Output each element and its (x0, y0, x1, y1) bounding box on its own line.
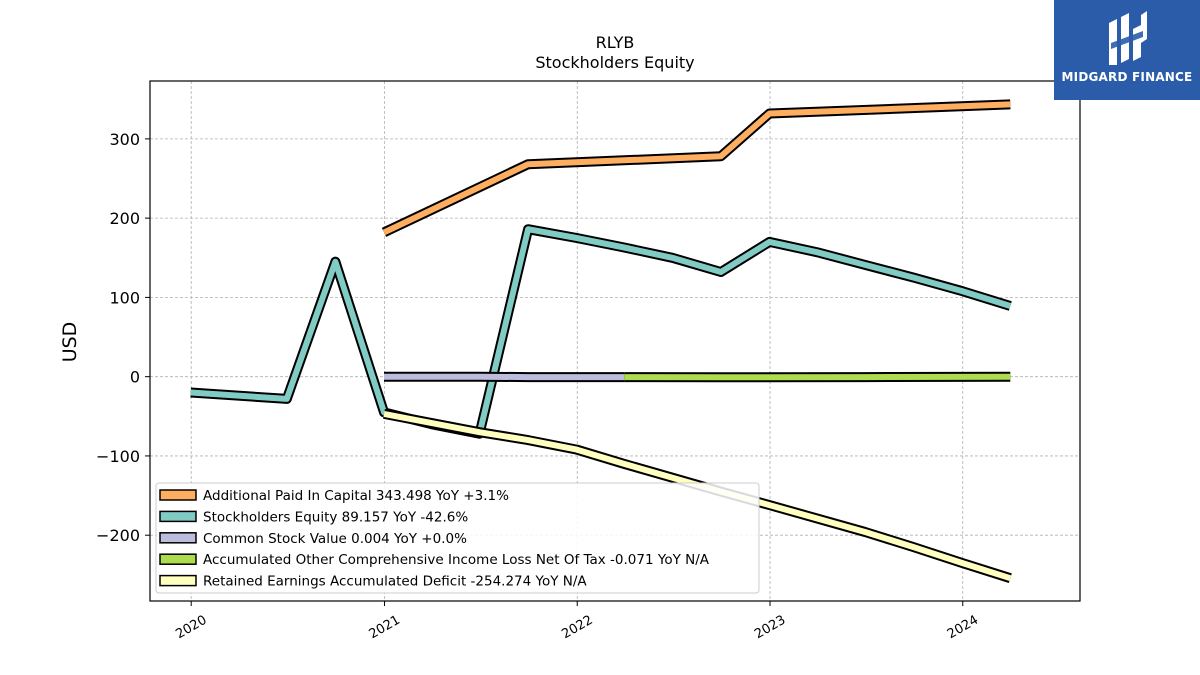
y-tick-label: −200 (96, 526, 140, 545)
plot-frame (149, 80, 1081, 602)
legend-entry: Common Stock Value 0.004 YoY +0.0% (203, 531, 467, 547)
series-line-3 (624, 373, 1011, 381)
series-line-1 (190, 226, 1012, 437)
brand-name: MIDGARD FINANCE (1061, 70, 1193, 84)
legend-swatch (159, 532, 197, 544)
midgard-logo-icon (1109, 11, 1147, 65)
y-tick-label: 200 (109, 209, 140, 228)
y-tick-label: 300 (109, 130, 140, 149)
series-outline-0 (381, 99, 1011, 237)
y-tick-label: −100 (96, 447, 140, 466)
legend-swatch (159, 489, 197, 501)
legend-swatch (159, 510, 197, 523)
legend-box (155, 482, 760, 594)
x-tick-label: 2020 (173, 613, 209, 643)
y-tick-label: 100 (109, 288, 140, 307)
x-tick-label: 2023 (752, 613, 788, 643)
x-tick-label: 2022 (559, 613, 595, 643)
legend: Additional Paid In Capital 343.498 YoY +… (155, 482, 760, 594)
legend-entry: Accumulated Other Comprehensive Income L… (203, 552, 710, 568)
y-tick-label: 0 (130, 368, 140, 387)
legend-entry: Stockholders Equity 89.157 YoY -42.6% (203, 509, 468, 525)
legend-entry: Additional Paid In Capital 343.498 YoY +… (203, 488, 509, 504)
x-tick-label: 2021 (367, 613, 403, 643)
x-tick-label: 2024 (945, 613, 981, 643)
series-line-0 (382, 101, 1011, 236)
series-layer (190, 99, 1012, 583)
chart-title: RLYB (596, 33, 635, 52)
brand-logo: MIDGARD FINANCE (1054, 0, 1200, 100)
legend-swatch (159, 574, 197, 587)
legend-swatch (159, 553, 197, 565)
chart-subtitle: Stockholders Equity (535, 53, 694, 72)
legend-entry: Retained Earnings Accumulated Deficit -2… (203, 574, 587, 590)
y-axis-label: USD (59, 322, 81, 363)
